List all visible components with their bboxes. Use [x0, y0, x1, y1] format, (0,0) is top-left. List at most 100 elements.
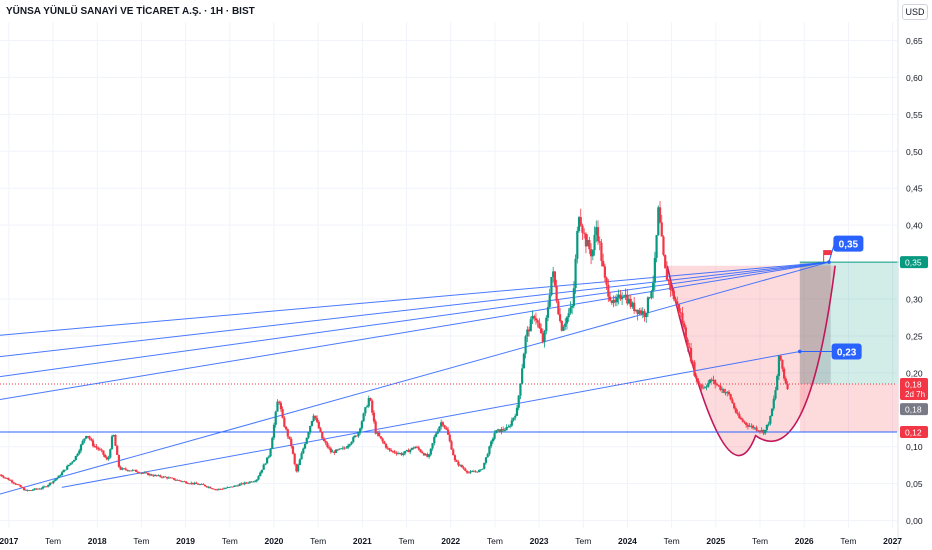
- candle-body-203: [348, 444, 351, 446]
- candle-body-62: [105, 457, 108, 460]
- candle-body-109: [186, 483, 189, 485]
- candle-body-161: [276, 401, 279, 412]
- candle-body-290: [498, 429, 501, 433]
- callout-box-1: [831, 343, 862, 360]
- candle-body-348: [598, 241, 601, 243]
- candle-body-68: [116, 445, 119, 455]
- candle-body-120: [205, 486, 208, 488]
- candle-body-141: [241, 483, 245, 485]
- candle-body-236: [405, 450, 408, 452]
- candle-body-182: [312, 415, 315, 422]
- candle-body-122: [209, 486, 212, 489]
- candle-body-21: [35, 488, 38, 490]
- candle-body-452: [777, 355, 781, 376]
- candle-body-147: [252, 481, 255, 483]
- candle-body-406: [698, 383, 701, 385]
- candle-body-75: [128, 470, 131, 472]
- candle-body-210: [360, 421, 363, 429]
- candle-body-329: [565, 317, 569, 324]
- candle-body-351: [603, 266, 606, 278]
- candle-body-372: [639, 310, 643, 314]
- candle-body-78: [133, 469, 136, 471]
- candle-body-399: [686, 339, 689, 348]
- candle-body-367: [631, 302, 634, 307]
- stop-zone: [799, 383, 899, 432]
- candle-body-347: [596, 227, 600, 242]
- candle-body-424: [729, 394, 732, 400]
- y-tick-label-0: 0,65: [906, 36, 923, 46]
- candle-body-453: [779, 355, 782, 360]
- candle-body-107: [183, 481, 186, 483]
- candle-body-259: [445, 427, 448, 430]
- candle-body-154: [264, 463, 267, 465]
- candle-body-446: [767, 423, 770, 425]
- candle-body-281: [483, 462, 486, 469]
- candle-body-168: [288, 436, 291, 439]
- candle-body-242: [415, 446, 419, 448]
- candle-body-145: [248, 481, 251, 483]
- candle-body-319: [548, 295, 551, 307]
- candle-body-126: [216, 489, 219, 491]
- candle-body-379: [652, 282, 655, 292]
- callout-label-0: 0,35: [839, 240, 859, 251]
- candle-body-57: [97, 447, 100, 450]
- candle-body-279: [479, 469, 482, 471]
- candle-body-366: [629, 298, 632, 307]
- candle-body-132: [226, 487, 229, 489]
- candle-body-332: [571, 305, 574, 308]
- candle-body-420: [722, 389, 725, 393]
- candle-body-292: [502, 429, 505, 431]
- currency-button[interactable]: USD: [902, 4, 928, 20]
- candle-body-215: [369, 398, 372, 401]
- candle-body-377: [648, 297, 651, 299]
- candle-body-220: [378, 432, 381, 437]
- candle-body-309: [531, 315, 534, 320]
- candle-body-255: [438, 426, 441, 432]
- candle-body-177: [303, 443, 307, 449]
- candle-body-256: [440, 422, 443, 427]
- x-tick-label-11: Tem: [487, 536, 503, 546]
- candle-body-52: [88, 436, 91, 440]
- candle-body-417: [717, 384, 720, 386]
- candle-body-436: [750, 425, 753, 427]
- candle-body-121: [207, 486, 210, 488]
- candle-body-70: [119, 466, 122, 470]
- candle-body-113: [193, 482, 196, 485]
- candle-body-47: [79, 444, 83, 451]
- candle-body-261: [448, 434, 451, 442]
- stop-price-label-text: 0,12: [905, 427, 922, 437]
- candle-body-232: [398, 453, 401, 454]
- y-tick-label-1: 0,60: [906, 73, 923, 83]
- y-tick-label-2: 0,55: [906, 110, 923, 120]
- candle-body-160: [274, 411, 277, 425]
- candle-body-30: [50, 482, 53, 484]
- candle-body-89: [152, 475, 155, 477]
- target-price-label-bg: [900, 256, 928, 269]
- candle-body-269: [462, 467, 465, 469]
- candle-body-170: [291, 446, 295, 454]
- candle-body-303: [521, 368, 524, 384]
- candle-body-376: [646, 297, 650, 314]
- x-tick-label-16: 2025: [706, 536, 725, 546]
- x-tick-label-17: Tem: [752, 536, 768, 546]
- trend-line-4: [0, 261, 830, 495]
- candle-body-267: [459, 464, 462, 466]
- candle-body-233: [400, 453, 403, 455]
- candle-body-346: [595, 227, 598, 235]
- x-tick-label-10: 2022: [441, 536, 460, 546]
- candle-body-288: [495, 430, 498, 434]
- candle-body-87: [148, 474, 152, 476]
- candle-body-370: [636, 309, 639, 314]
- candle-body-274: [471, 471, 474, 473]
- candle-body-247: [424, 453, 427, 456]
- candle-body-308: [529, 319, 532, 332]
- candle-body-248: [426, 453, 429, 457]
- candle-body-231: [396, 453, 400, 455]
- candle-body-200: [343, 447, 346, 449]
- candle-body-305: [524, 336, 527, 354]
- candle-body-278: [477, 470, 481, 473]
- candle-body-349: [600, 242, 603, 261]
- candle-body-66: [112, 434, 115, 437]
- candle-body-110: [188, 483, 191, 485]
